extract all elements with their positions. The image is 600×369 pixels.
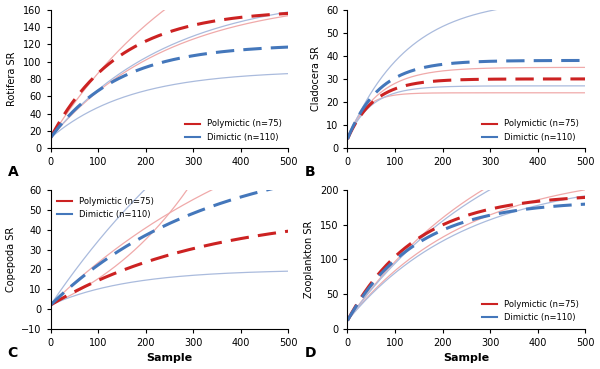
Y-axis label: Zooplankton SR: Zooplankton SR [304,221,314,298]
Y-axis label: Rotifera SR: Rotifera SR [7,52,17,106]
X-axis label: Sample: Sample [146,354,193,363]
Text: A: A [8,165,19,179]
Y-axis label: Cladocera SR: Cladocera SR [311,46,320,111]
Y-axis label: Copepoda SR: Copepoda SR [5,227,16,292]
Text: C: C [8,345,18,359]
Legend: Polymictic (n=75), Dimictic (n=110): Polymictic (n=75), Dimictic (n=110) [182,117,284,144]
Text: B: B [305,165,316,179]
Legend: Polymictic (n=75), Dimictic (n=110): Polymictic (n=75), Dimictic (n=110) [479,297,581,325]
Text: D: D [305,345,316,359]
Legend: Polymictic (n=75), Dimictic (n=110): Polymictic (n=75), Dimictic (n=110) [479,117,581,144]
X-axis label: Sample: Sample [443,354,490,363]
Legend: Polymictic (n=75), Dimictic (n=110): Polymictic (n=75), Dimictic (n=110) [55,194,156,221]
